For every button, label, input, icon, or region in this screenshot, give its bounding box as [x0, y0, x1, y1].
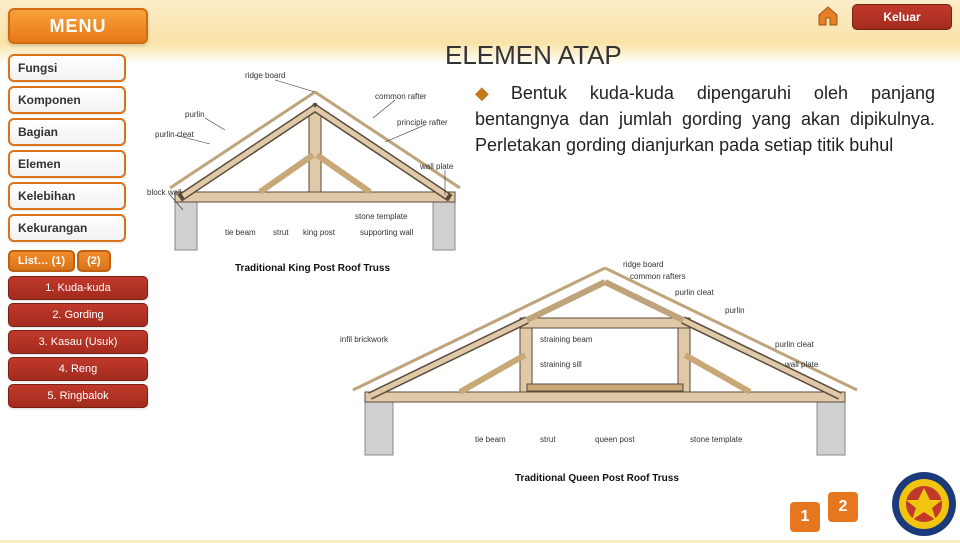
label-tie-beam: tie beam [225, 228, 256, 237]
page-number-2[interactable]: 2 [828, 492, 858, 522]
label-principle-rafter: principle rafter [397, 118, 448, 127]
page-number-1[interactable]: 1 [790, 502, 820, 532]
sidebar-item-fungsi[interactable]: Fungsi [8, 54, 126, 82]
label-wall-plate: wall plate [420, 162, 453, 171]
list-item-gording[interactable]: 2. Gording [8, 303, 148, 327]
label-common-rafter: common rafter [375, 92, 427, 101]
label2-purlin-cleat-top: purlin cleat [675, 288, 714, 297]
label-purlin: purlin [185, 110, 205, 119]
body-paragraph: Bentuk kuda-kuda dipengaruhi oleh panjan… [475, 83, 935, 155]
truss2-caption: Traditional Queen Post Roof Truss [515, 473, 679, 484]
sidebar-item-komponen[interactable]: Komponen [8, 86, 126, 114]
label2-strut: strut [540, 435, 556, 444]
main-content: ELEMEN ATAP ◆Bentuk kuda-kuda dipengaruh… [165, 40, 955, 540]
keluar-button[interactable]: Keluar [852, 4, 952, 30]
sidebar-item-elemen[interactable]: Elemen [8, 150, 126, 178]
tab-list-1[interactable]: List… (1) [8, 250, 75, 272]
sidebar-item-kelebihan[interactable]: Kelebihan [8, 182, 126, 210]
tab-list-2[interactable]: (2) [77, 250, 110, 272]
truss-diagram-queen-post: ridge board common rafters purlin cleat … [345, 260, 865, 490]
label-purlin-cleat: purlin cleat [155, 130, 194, 139]
university-logo [890, 470, 958, 538]
list-item-reng[interactable]: 4. Reng [8, 357, 148, 381]
label2-tie-beam: tie beam [475, 435, 506, 444]
sidebar-item-bagian[interactable]: Bagian [8, 118, 126, 146]
label2-straining-sill: straining sill [540, 360, 582, 369]
label-supporting-wall: supporting wall [360, 228, 413, 237]
label-strut: strut [273, 228, 289, 237]
label2-queen-post: queen post [595, 435, 635, 444]
label2-wall-plate: wall plate [785, 360, 818, 369]
sidebar-item-kekurangan[interactable]: Kekurangan [8, 214, 126, 242]
label-stone-template: stone template [355, 212, 407, 221]
label2-stone-template: stone template [690, 435, 742, 444]
label2-straining-beam: straining beam [540, 335, 600, 344]
label2-purlin: purlin [725, 306, 745, 315]
truss-diagram-king-post: ridge board common rafter purlin princip… [165, 70, 465, 280]
label-block-wall: block wall [147, 188, 182, 197]
label2-ridge-board: ridge board [623, 260, 663, 269]
body-text: ◆Bentuk kuda-kuda dipengaruhi oleh panja… [475, 80, 935, 158]
label2-common-rafters: common rafters [630, 272, 686, 281]
label-king-post: king post [303, 228, 335, 237]
label2-purlin-cleat-side: purlin cleat [775, 340, 814, 349]
page-title: ELEMEN ATAP [445, 40, 622, 71]
menu-header: MENU [8, 8, 148, 44]
list-item-ringbalok[interactable]: 5. Ringbalok [8, 384, 148, 408]
label2-infil-brickwork: infil brickwork [340, 335, 390, 344]
bullet-icon: ◆ [475, 83, 507, 103]
label-ridge-board: ridge board [245, 71, 285, 80]
sidebar: MENU Fungsi Komponen Bagian Elemen Keleb… [0, 0, 160, 540]
tab-row: List… (1) (2) [8, 250, 160, 272]
list-item-kuda-kuda[interactable]: 1. Kuda-kuda [8, 276, 148, 300]
home-icon[interactable] [814, 2, 842, 30]
list-item-kasau[interactable]: 3. Kasau (Usuk) [8, 330, 148, 354]
